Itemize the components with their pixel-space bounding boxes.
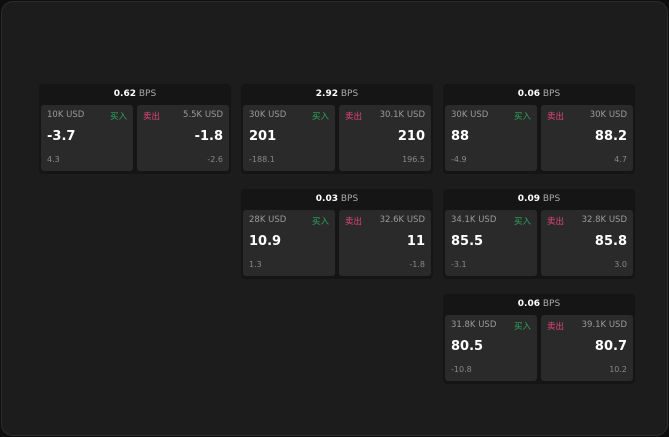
sell-change: 3.0 [614,260,627,269]
buy-label: 买入 [109,112,127,122]
buy-size: 10K USD [47,110,85,120]
spread-value: 0.03 [315,194,338,204]
sell-price: 11 [406,234,425,249]
spread-unit: BPS [340,194,359,204]
buy-label: 买入 [513,322,531,332]
sell-label: 卖出 [345,217,363,227]
sell-size: 5.5K USD [183,110,223,120]
sell-label: 卖出 [547,112,565,122]
buy-change: -188.1 [249,155,275,164]
quote-card: 0.09 BPS 34.1K USD 买入 85.5 -3.1 卖出 32.8K US… [443,189,635,279]
sell-label: 卖出 [547,322,565,332]
spread-unit: BPS [138,89,157,99]
buy-price: 88 [451,129,470,144]
buy-change: -10.8 [451,365,472,374]
buy-size: 28K USD [249,215,287,225]
sell-change: 10.2 [609,365,627,374]
buy-panel[interactable]: 28K USD 买入 10.9 1.3 [243,210,335,276]
sell-label: 卖出 [143,112,161,122]
sell-change: 4.7 [614,155,627,164]
sell-size: 32.8K USD [581,215,627,225]
buy-price: -3.7 [47,129,76,144]
spread-value: 0.06 [517,89,540,99]
spread-header: 0.03 BPS [241,189,433,210]
spread-value: 0.09 [517,194,540,204]
buy-panel[interactable]: 30K USD 买入 88 -4.9 [445,105,537,171]
sell-size: 39.1K USD [581,320,627,330]
buy-change: 4.3 [47,155,60,164]
buy-price: 85.5 [451,234,484,249]
sell-price: 85.8 [594,234,627,249]
sell-panel[interactable]: 卖出 32.8K USD 85.8 3.0 [541,210,633,276]
buy-size: 30K USD [249,110,287,120]
sell-price: 88.2 [594,129,627,144]
buy-label: 买入 [311,217,329,227]
sell-panel[interactable]: 卖出 32.6K USD 11 -1.8 [339,210,431,276]
spread-unit: BPS [542,299,561,309]
sell-label: 卖出 [547,217,565,227]
buy-panel[interactable]: 34.1K USD 买入 85.5 -3.1 [445,210,537,276]
sell-change: -1.8 [409,260,425,269]
spread-header: 0.06 BPS [443,294,635,315]
sell-panel[interactable]: 卖出 39.1K USD 80.7 10.2 [541,315,633,381]
buy-label: 买入 [513,217,531,227]
buy-label: 买入 [513,112,531,122]
sell-panel[interactable]: 卖出 30.1K USD 210 196.5 [339,105,431,171]
buy-change: -3.1 [451,260,467,269]
buy-size: 31.8K USD [451,320,497,330]
spread-header: 0.06 BPS [443,84,635,105]
sell-size: 32.6K USD [379,215,425,225]
spread-value: 0.06 [517,299,540,309]
buy-price: 80.5 [451,339,484,354]
buy-change: -4.9 [451,155,467,164]
sell-change: -2.6 [207,155,223,164]
sell-price: -1.8 [194,129,223,144]
spread-header: 0.62 BPS [39,84,231,105]
sell-panel[interactable]: 卖出 30K USD 88.2 4.7 [541,105,633,171]
quote-card: 2.92 BPS 30K USD 买入 201 -188.1 卖出 30.1K USD… [241,84,433,174]
spread-value: 2.92 [315,89,338,99]
sell-size: 30.1K USD [379,110,425,120]
buy-price: 10.9 [249,234,282,249]
buy-panel[interactable]: 10K USD 买入 -3.7 4.3 [41,105,133,171]
spread-unit: BPS [340,89,359,99]
sell-panel[interactable]: 卖出 5.5K USD -1.8 -2.6 [137,105,229,171]
quote-card: 0.06 BPS 31.8K USD 买入 80.5 -10.8 卖出 39.1K U… [443,294,635,384]
buy-price: 201 [249,129,277,144]
buy-change: 1.3 [249,260,262,269]
buy-label: 买入 [311,112,329,122]
spread-unit: BPS [542,89,561,99]
quote-card: 0.62 BPS 10K USD 买入 -3.7 4.3 卖出 5.5K USD -1… [39,84,231,174]
quote-card: 0.06 BPS 30K USD 买入 88 -4.9 卖出 30K USD 88.2… [443,84,635,174]
quote-card: 0.03 BPS 28K USD 买入 10.9 1.3 卖出 32.6K USD 1… [241,189,433,279]
sell-price: 80.7 [594,339,627,354]
spread-unit: BPS [542,194,561,204]
spread-header: 0.09 BPS [443,189,635,210]
sell-size: 30K USD [589,110,627,120]
spread-header: 2.92 BPS [241,84,433,105]
buy-panel[interactable]: 30K USD 买入 201 -188.1 [243,105,335,171]
buy-size: 34.1K USD [451,215,497,225]
buy-size: 30K USD [451,110,489,120]
spread-value: 0.62 [113,89,136,99]
sell-price: 210 [397,129,425,144]
sell-label: 卖出 [345,112,363,122]
buy-panel[interactable]: 31.8K USD 买入 80.5 -10.8 [445,315,537,381]
sell-change: 196.5 [402,155,425,164]
